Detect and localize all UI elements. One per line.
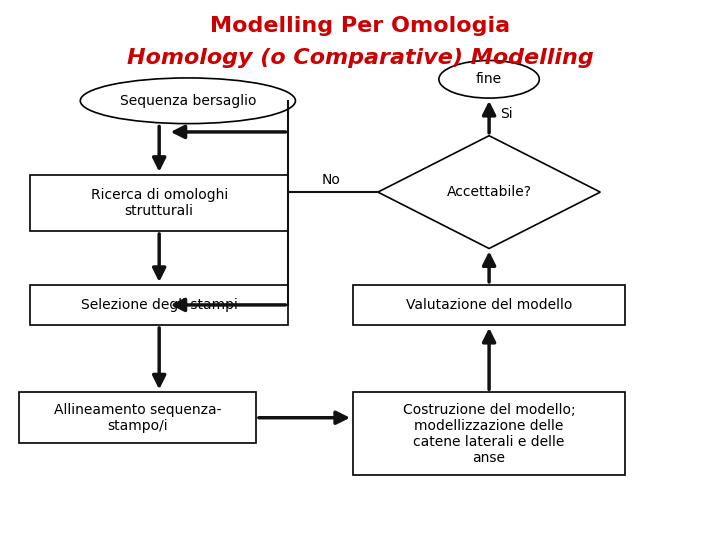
Text: No: No — [322, 173, 341, 187]
Ellipse shape — [81, 78, 295, 124]
Text: Valutazione del modello: Valutazione del modello — [406, 298, 572, 312]
Text: Sequenza bersaglio: Sequenza bersaglio — [120, 94, 256, 108]
FancyBboxPatch shape — [30, 285, 288, 325]
Text: Homology (o Comparative) Modelling: Homology (o Comparative) Modelling — [127, 48, 593, 68]
Ellipse shape — [439, 60, 539, 98]
Text: Selezione degli stampi: Selezione degli stampi — [81, 298, 238, 312]
FancyBboxPatch shape — [353, 392, 626, 476]
FancyBboxPatch shape — [30, 174, 288, 231]
Text: Modelling Per Omologia: Modelling Per Omologia — [210, 16, 510, 36]
FancyBboxPatch shape — [353, 285, 626, 325]
Text: fine: fine — [476, 72, 502, 86]
FancyBboxPatch shape — [19, 392, 256, 443]
Text: Allineamento sequenza-
stampo/i: Allineamento sequenza- stampo/i — [54, 403, 222, 433]
Text: Costruzione del modello;
modellizzazione delle
catene laterali e delle
anse: Costruzione del modello; modellizzazione… — [402, 402, 575, 465]
Text: Ricerca di omologhi
strutturali: Ricerca di omologhi strutturali — [91, 188, 228, 218]
Text: Si: Si — [500, 107, 513, 121]
Polygon shape — [378, 136, 600, 248]
Text: Accettabile?: Accettabile? — [446, 185, 531, 199]
